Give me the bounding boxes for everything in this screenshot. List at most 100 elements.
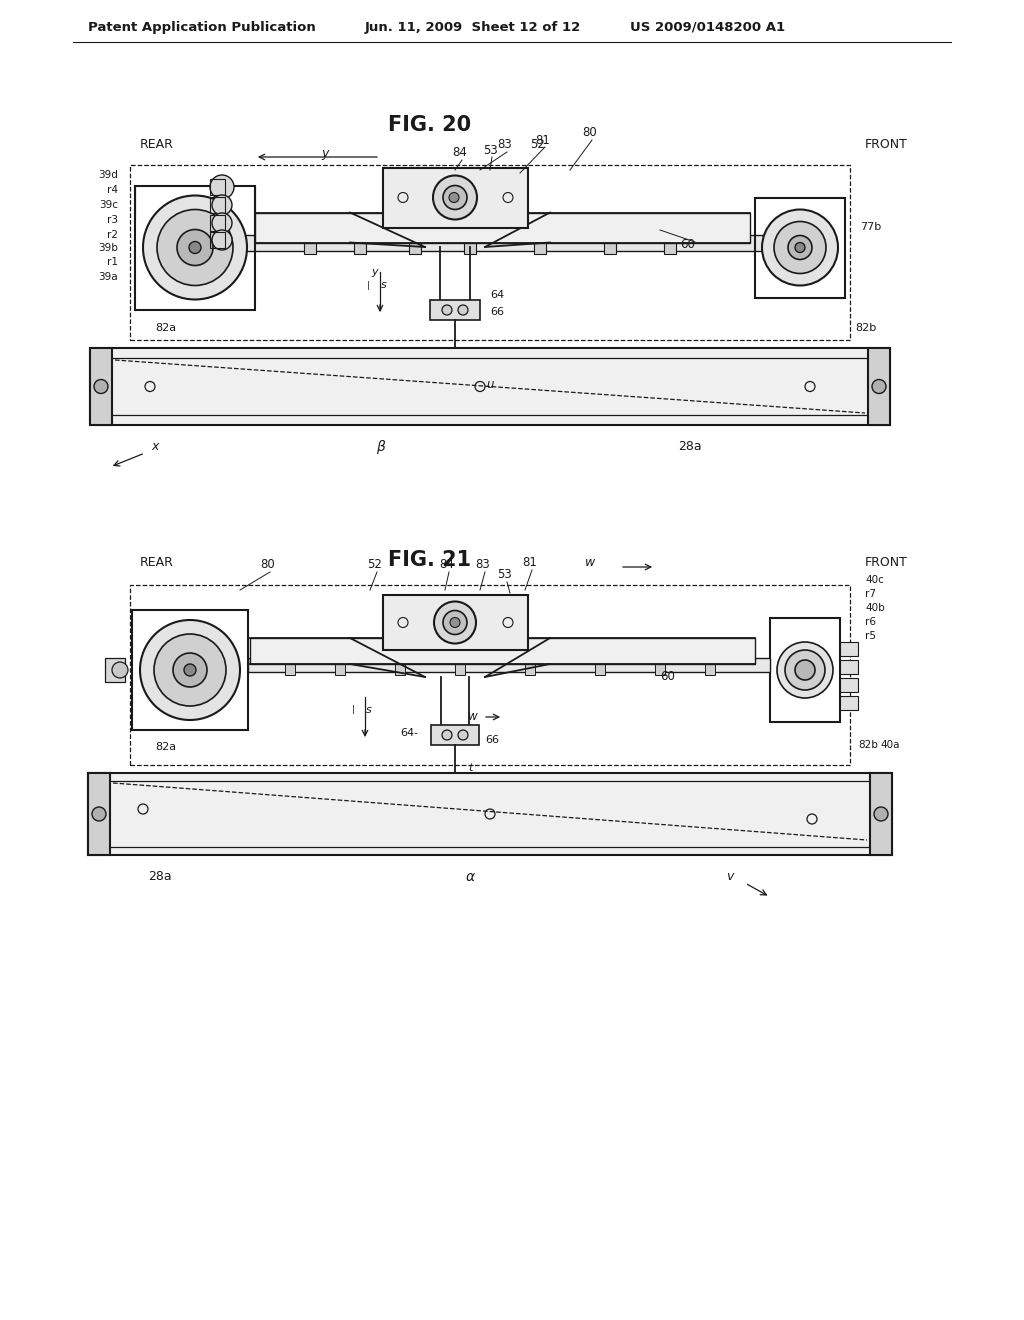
Bar — [383, 595, 528, 649]
Circle shape — [442, 305, 452, 315]
Circle shape — [458, 730, 468, 741]
Text: Patent Application Publication: Patent Application Publication — [88, 21, 315, 33]
Bar — [464, 231, 476, 253]
Text: 28a: 28a — [148, 870, 172, 883]
Circle shape — [189, 242, 201, 253]
Text: 53: 53 — [482, 144, 498, 157]
Circle shape — [785, 649, 825, 690]
Text: 82a: 82a — [155, 323, 176, 333]
Text: 82a: 82a — [155, 742, 176, 752]
Text: u: u — [486, 378, 494, 391]
Text: y: y — [372, 267, 378, 277]
Text: 84: 84 — [439, 558, 455, 572]
Circle shape — [434, 602, 476, 644]
Bar — [525, 655, 535, 675]
Bar — [655, 655, 665, 675]
Text: 39c: 39c — [99, 201, 118, 210]
Bar — [595, 655, 605, 675]
Bar — [335, 655, 345, 675]
Text: 40b: 40b — [865, 603, 885, 612]
Text: 39b: 39b — [98, 243, 118, 253]
Bar — [210, 215, 225, 231]
Text: FIG. 20: FIG. 20 — [388, 115, 472, 135]
Circle shape — [774, 222, 826, 273]
Text: 81: 81 — [522, 557, 538, 569]
Circle shape — [143, 195, 247, 300]
Bar — [88, 774, 110, 855]
Bar — [105, 657, 125, 682]
Circle shape — [212, 195, 232, 215]
Bar — [705, 655, 715, 675]
Circle shape — [443, 610, 467, 635]
Polygon shape — [260, 214, 735, 249]
Polygon shape — [88, 774, 892, 855]
Text: 28a: 28a — [678, 441, 701, 454]
Text: 60: 60 — [680, 239, 695, 252]
Text: 80: 80 — [261, 558, 275, 572]
Text: 39d: 39d — [98, 170, 118, 180]
Circle shape — [210, 176, 234, 199]
Bar — [285, 655, 295, 675]
Circle shape — [872, 380, 886, 393]
Bar — [455, 655, 465, 675]
Bar — [755, 198, 845, 297]
Circle shape — [874, 807, 888, 821]
Text: 77b: 77b — [860, 223, 882, 232]
Text: 83: 83 — [498, 139, 512, 152]
Text: FRONT: FRONT — [865, 557, 908, 569]
Bar — [534, 231, 546, 253]
Circle shape — [762, 210, 838, 285]
Text: r6: r6 — [865, 616, 876, 627]
Text: α: α — [466, 870, 474, 884]
Text: 60: 60 — [660, 671, 675, 684]
Polygon shape — [255, 213, 750, 243]
Circle shape — [795, 660, 815, 680]
Text: r5: r5 — [865, 631, 876, 642]
Text: 81: 81 — [536, 133, 551, 147]
Text: FRONT: FRONT — [865, 139, 908, 152]
Polygon shape — [90, 348, 890, 425]
Circle shape — [140, 620, 240, 719]
Polygon shape — [250, 638, 755, 664]
Text: 82b: 82b — [858, 741, 878, 750]
Text: w: w — [585, 557, 595, 569]
Bar — [409, 231, 421, 253]
Text: r1: r1 — [106, 257, 118, 267]
Bar — [870, 774, 892, 855]
Text: 53: 53 — [498, 569, 512, 582]
Bar — [130, 585, 850, 766]
Bar — [840, 678, 858, 692]
Text: FIG. 21: FIG. 21 — [388, 550, 472, 570]
Text: β: β — [376, 440, 384, 454]
Text: REAR: REAR — [140, 557, 174, 569]
Circle shape — [458, 305, 468, 315]
Text: x: x — [152, 441, 159, 454]
Circle shape — [173, 653, 207, 686]
Text: |: | — [367, 281, 370, 289]
Bar — [395, 655, 406, 675]
Text: 66: 66 — [490, 308, 504, 317]
Text: Jun. 11, 2009  Sheet 12 of 12: Jun. 11, 2009 Sheet 12 of 12 — [365, 21, 582, 33]
Text: s: s — [381, 280, 387, 290]
Circle shape — [449, 193, 459, 202]
Circle shape — [92, 807, 106, 821]
Text: t: t — [468, 763, 472, 774]
Circle shape — [442, 730, 452, 741]
Text: 40a: 40a — [880, 741, 899, 750]
Circle shape — [212, 213, 232, 234]
Circle shape — [450, 618, 460, 627]
Text: w: w — [468, 710, 478, 723]
Bar — [383, 168, 528, 227]
Bar — [431, 725, 479, 744]
Bar — [90, 348, 112, 425]
Text: r4: r4 — [106, 185, 118, 195]
Text: 66: 66 — [485, 735, 499, 744]
Circle shape — [94, 380, 108, 393]
Circle shape — [788, 235, 812, 260]
Text: 84: 84 — [453, 147, 467, 160]
Text: 64: 64 — [490, 290, 504, 300]
Text: y: y — [322, 147, 329, 160]
Text: 39a: 39a — [98, 272, 118, 282]
Text: REAR: REAR — [140, 139, 174, 152]
Text: US 2009/0148200 A1: US 2009/0148200 A1 — [630, 21, 785, 33]
